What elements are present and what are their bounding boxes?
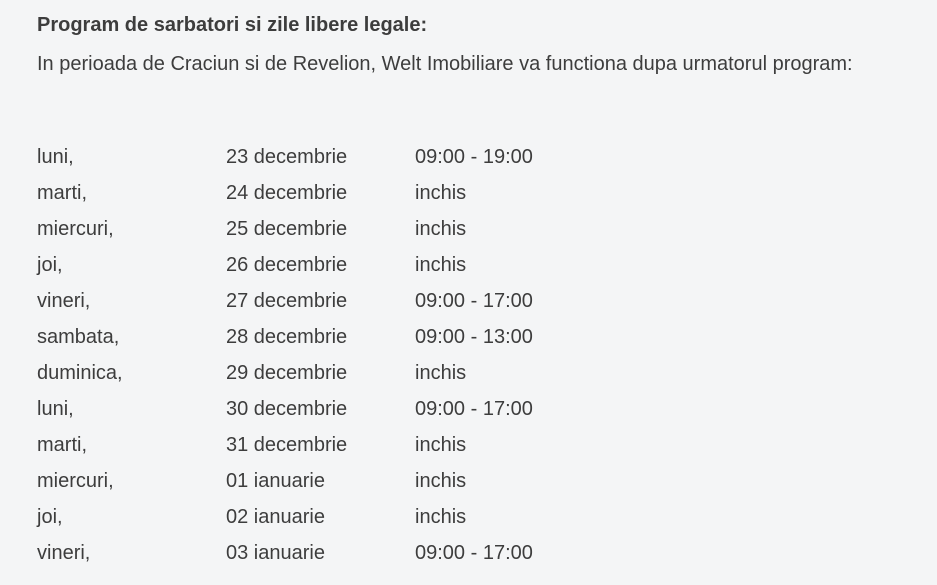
schedule-day: miercuri, <box>37 218 114 240</box>
schedule-hours: inchis <box>415 218 467 240</box>
schedule-row: miercuri, 25 decembrie inchis <box>37 211 533 247</box>
intro-text: In perioada de Craciun si de Revelion, W… <box>37 53 853 75</box>
schedule-row: miercuri, 01 ianuarie inchis <box>37 463 533 499</box>
schedule-day: joi, <box>37 506 63 528</box>
schedule-day: duminica, <box>37 362 123 384</box>
schedule-row: luni, 30 decembrie 09:00 - 17:00 <box>37 391 533 427</box>
schedule-hours: 09:00 - 13:00 <box>415 326 533 348</box>
schedule-day: joi, <box>37 254 63 276</box>
schedule-row: joi, 26 decembrie inchis <box>37 247 533 283</box>
schedule-row: joi, 02 ianuarie inchis <box>37 499 533 535</box>
schedule-hours: 09:00 - 17:00 <box>415 398 533 420</box>
schedule-day: vineri, <box>37 290 91 312</box>
schedule-day: miercuri, <box>37 470 114 492</box>
page-title: Program de sarbatori si zile libere lega… <box>37 14 428 36</box>
schedule-day: luni, <box>37 146 74 168</box>
schedule-row: sambata, 28 decembrie 09:00 - 13:00 <box>37 319 533 355</box>
schedule-date: 30 decembrie <box>226 398 348 420</box>
schedule-day: luni, <box>37 398 74 420</box>
schedule-date: 31 decembrie <box>226 434 348 456</box>
schedule-table: luni, 23 decembrie 09:00 - 19:00 marti, 24 d… <box>37 139 533 571</box>
schedule-hours: inchis <box>415 434 467 456</box>
schedule-day: sambata, <box>37 326 120 348</box>
schedule-date: 01 ianuarie <box>226 470 325 492</box>
schedule-date: 24 decembrie <box>226 182 348 204</box>
schedule-hours: inchis <box>415 254 467 276</box>
schedule-date: 29 decembrie <box>226 362 348 384</box>
schedule-row: marti, 24 decembrie inchis <box>37 175 533 211</box>
schedule-row: vineri, 03 ianuarie 09:00 - 17:00 <box>37 535 533 571</box>
schedule-hours: inchis <box>415 182 467 204</box>
schedule-date: 28 decembrie <box>226 326 348 348</box>
schedule-date: 03 ianuarie <box>226 542 325 564</box>
schedule-date: 26 decembrie <box>226 254 348 276</box>
schedule-hours: inchis <box>415 362 467 384</box>
schedule-row: marti, 31 decembrie inchis <box>37 427 533 463</box>
schedule-hours: inchis <box>415 506 467 528</box>
schedule-day: vineri, <box>37 542 91 564</box>
schedule-hours: 09:00 - 17:00 <box>415 290 533 312</box>
schedule-date: 27 decembrie <box>226 290 348 312</box>
schedule-hours: 09:00 - 19:00 <box>415 146 533 168</box>
schedule-date: 23 decembrie <box>226 146 348 168</box>
schedule-date: 02 ianuarie <box>226 506 325 528</box>
schedule-row: duminica, 29 decembrie inchis <box>37 355 533 391</box>
schedule-row: vineri, 27 decembrie 09:00 - 17:00 <box>37 283 533 319</box>
schedule-hours: inchis <box>415 470 467 492</box>
schedule-hours: 09:00 - 17:00 <box>415 542 533 564</box>
schedule-date: 25 decembrie <box>226 218 348 240</box>
schedule-day: marti, <box>37 434 87 456</box>
schedule-day: marti, <box>37 182 87 204</box>
schedule-row: luni, 23 decembrie 09:00 - 19:00 <box>37 139 533 175</box>
